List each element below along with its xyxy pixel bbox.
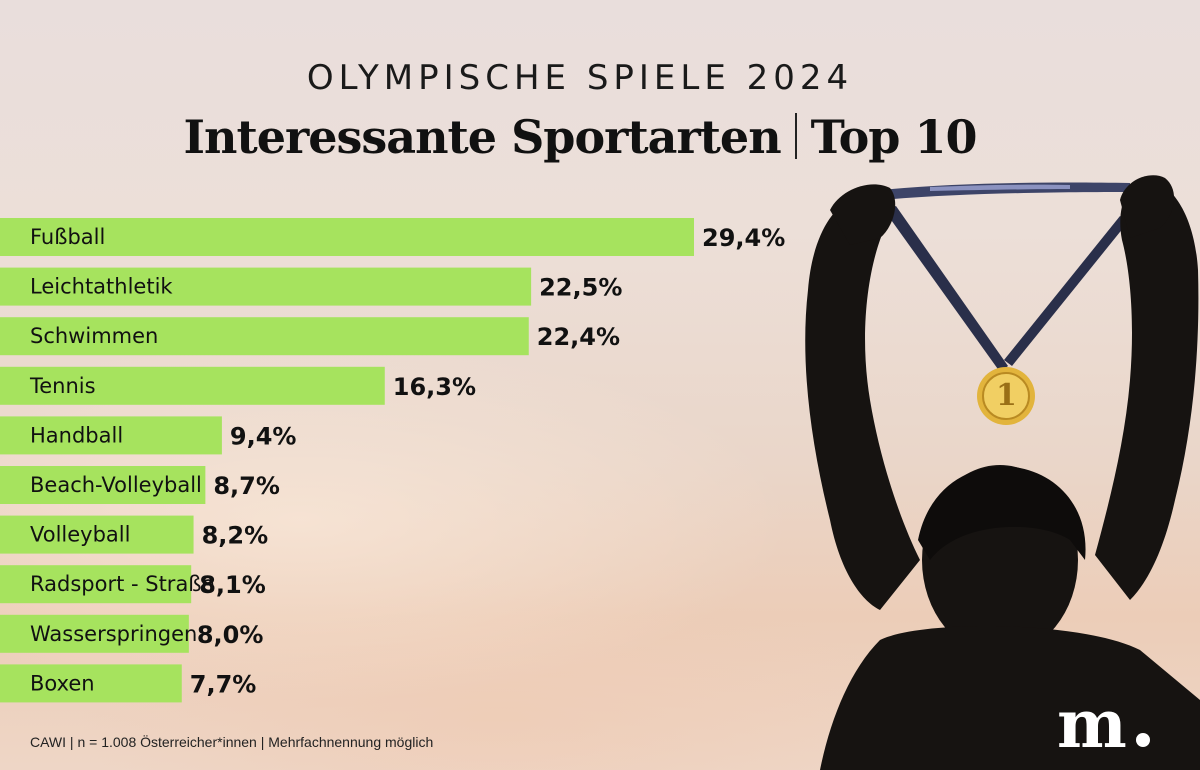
- value-label: 8,2%: [202, 522, 269, 550]
- value-label: 9,4%: [230, 422, 297, 450]
- brand-logo: m: [1057, 685, 1127, 763]
- category-label: Fußball: [30, 225, 105, 249]
- bar: [0, 565, 192, 604]
- category-label: Leichtathletik: [30, 275, 173, 299]
- chart-kicker: OLYMPISCHE SPIELE 2024: [306, 58, 854, 98]
- title-divider: [794, 113, 797, 159]
- category-label: Schwimmen: [30, 324, 158, 348]
- bar: [0, 317, 529, 356]
- category-label: Handball: [30, 423, 123, 447]
- value-label: 8,7%: [213, 472, 280, 500]
- category-label: Beach-Volleyball: [30, 473, 202, 497]
- category-label: Wasserspringen: [30, 622, 197, 646]
- category-label: Tennis: [29, 374, 96, 398]
- bar: [0, 466, 206, 504]
- value-label: 29,4%: [702, 224, 785, 252]
- value-label: 22,5%: [539, 274, 622, 302]
- bar: [0, 218, 694, 256]
- bar: [0, 416, 222, 455]
- value-label: 7,7%: [190, 670, 257, 698]
- category-label: Volleyball: [30, 523, 130, 547]
- bar: [0, 515, 194, 554]
- bar: [0, 664, 182, 703]
- bar: [0, 267, 532, 306]
- brand-logo-dot: [1136, 733, 1150, 747]
- chart-title-main: Interessante Sportarten: [183, 110, 782, 164]
- bar: [0, 366, 385, 405]
- footnote: CAWI | n = 1.008 Österreicher*innen | Me…: [30, 734, 434, 750]
- bar: [0, 614, 189, 653]
- category-label: Radsport - Straße: [30, 572, 214, 596]
- value-label: 16,3%: [393, 373, 476, 401]
- value-label: 8,0%: [197, 621, 264, 649]
- medal-number: 1: [996, 378, 1017, 413]
- chart-title: Interessante Sportarten Top 10: [0, 110, 1160, 164]
- chart-title-suffix: Top 10: [810, 110, 978, 164]
- category-label: Boxen: [30, 671, 95, 695]
- value-label: 8,1%: [199, 571, 266, 599]
- value-label: 22,4%: [537, 323, 620, 351]
